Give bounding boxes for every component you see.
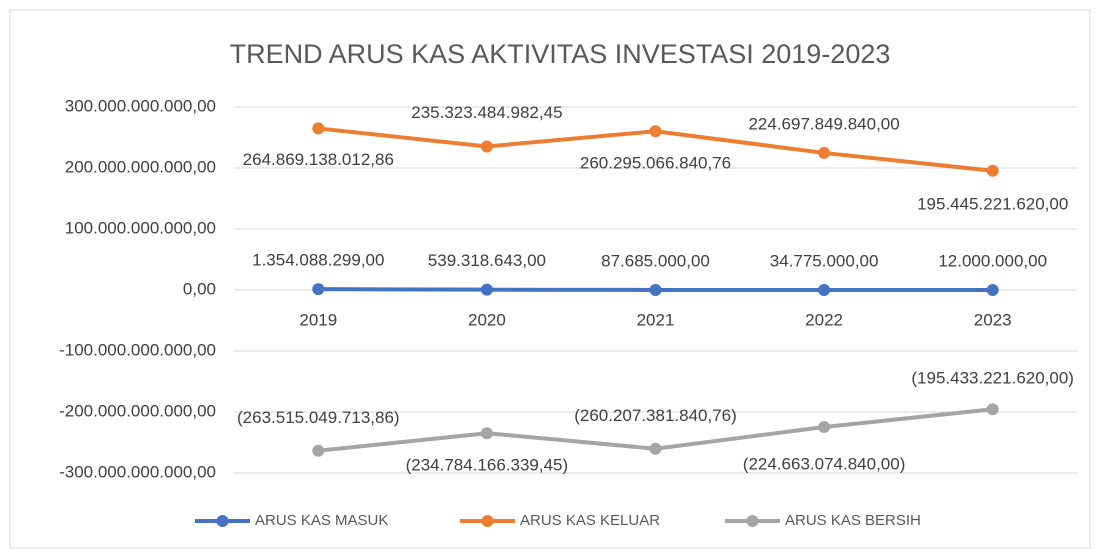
data-label: 34.775.000,00: [770, 251, 879, 270]
y-tick-label: 300.000.000.000,00: [65, 96, 216, 115]
marker: [312, 283, 325, 296]
y-tick-label: 0,00: [183, 279, 216, 298]
marker: [312, 444, 325, 457]
data-label: 235.323.484.982,45: [411, 103, 562, 122]
marker: [480, 427, 493, 440]
x-tick-label: 2019: [299, 310, 337, 329]
y-tick-label: -200.000.000.000,00: [59, 401, 216, 420]
marker: [480, 283, 493, 296]
marker: [986, 164, 999, 177]
marker: [649, 125, 662, 138]
data-label: 264.869.138.012,86: [243, 150, 394, 169]
marker: [312, 122, 325, 135]
marker: [818, 283, 831, 296]
x-tick-label: 2021: [637, 310, 675, 329]
x-tick-label: 2023: [974, 310, 1012, 329]
y-tick-label: -100.000.000.000,00: [59, 340, 216, 359]
y-tick-label: 200.000.000.000,00: [65, 157, 216, 176]
chart-border: [9, 9, 1091, 549]
data-label: 87.685.000,00: [601, 251, 710, 270]
marker: [480, 140, 493, 153]
legend-marker: [481, 515, 494, 527]
marker: [986, 403, 999, 416]
data-label: 12.000.000,00: [938, 251, 1047, 270]
marker: [818, 421, 831, 434]
data-label: 260.295.066.840,76: [580, 154, 731, 173]
legend-label: ARUS KAS BERSIH: [785, 512, 921, 529]
legend-label: ARUS KAS MASUK: [255, 512, 388, 529]
y-tick-label: 100.000.000.000,00: [65, 218, 216, 237]
x-tick-label: 2022: [805, 310, 843, 329]
marker: [649, 283, 662, 296]
data-label: (224.663.074.840,00): [743, 455, 906, 474]
data-label: (260.207.381.840,76): [574, 406, 737, 425]
y-tick-label: -300.000.000.000,00: [59, 462, 216, 481]
data-label: 539.318.643,00: [428, 251, 546, 270]
legend-marker: [746, 515, 759, 527]
marker: [649, 442, 662, 455]
data-label: 224.697.849.840,00: [748, 114, 899, 133]
data-label: (234.784.166.339,45): [406, 456, 569, 475]
data-label: (195.433.221.620,00): [911, 369, 1074, 388]
legend-marker: [216, 515, 229, 527]
data-label: 1.354.088.299,00: [252, 251, 384, 270]
chart-title: TREND ARUS KAS AKTIVITAS INVESTASI 2019-…: [230, 39, 891, 69]
marker: [986, 283, 999, 296]
x-tick-label: 2020: [468, 310, 506, 329]
legend-label: ARUS KAS KELUAR: [520, 512, 660, 529]
data-label: 195.445.221.620,00: [917, 194, 1068, 213]
data-label: (263.515.049.713,86): [237, 408, 400, 427]
marker: [818, 146, 831, 159]
